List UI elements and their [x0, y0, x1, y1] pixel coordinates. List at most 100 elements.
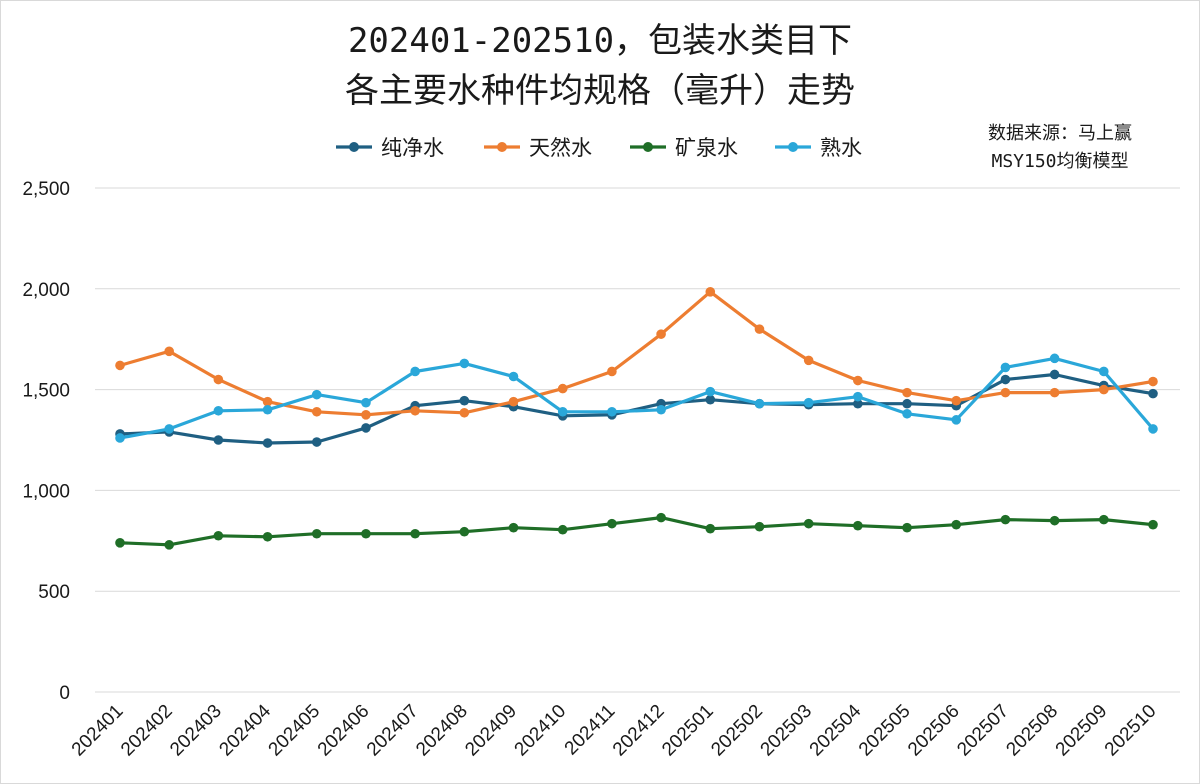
data-point: [705, 386, 716, 397]
data-point: [1049, 387, 1060, 398]
data-point: [262, 396, 273, 407]
x-tick-label: 202509: [1052, 701, 1112, 761]
data-point: [1099, 384, 1109, 395]
data-point: [213, 530, 224, 541]
source-line-1: 数据来源：马上赢: [988, 123, 1132, 144]
data-point: [311, 437, 322, 447]
legend-swatch-marker: [497, 142, 507, 152]
x-tick-label: 202406: [314, 701, 374, 761]
data-point: [262, 531, 273, 542]
series-layer: [115, 287, 1158, 550]
data-point: [853, 375, 863, 386]
data-point: [656, 404, 666, 415]
data-point: [1000, 362, 1011, 373]
data-point: [311, 528, 322, 539]
x-tick-label: 202408: [412, 701, 472, 761]
data-point: [803, 355, 814, 366]
data-point: [459, 358, 470, 369]
data-point: [508, 522, 519, 533]
data-point: [1148, 519, 1158, 530]
y-tick-label: 2,000: [22, 280, 70, 301]
data-point: [1049, 353, 1060, 364]
x-tick-label: 202401: [68, 701, 128, 761]
x-tick-label: 202504: [806, 700, 866, 760]
y-tick-label: 2,500: [22, 179, 70, 200]
data-point: [262, 438, 273, 448]
data-point: [705, 523, 716, 534]
data-point: [213, 374, 224, 385]
legend-swatch-marker: [788, 142, 798, 152]
series-line: [118, 290, 1155, 417]
data-point: [459, 526, 470, 537]
data-point: [213, 435, 224, 445]
data-point: [361, 423, 371, 433]
data-point: [951, 519, 962, 530]
legend-label: 熟水: [820, 136, 862, 160]
data-point: [853, 520, 863, 531]
data-point: [557, 406, 568, 417]
data-point: [1099, 514, 1109, 525]
data-point: [459, 407, 470, 418]
x-tick-label: 202411: [561, 701, 620, 760]
x-tick-label: 202501: [658, 701, 718, 761]
data-point: [361, 410, 371, 420]
x-tick-label: 202503: [757, 701, 817, 761]
data-point: [853, 391, 863, 402]
series-line: [118, 515, 1155, 547]
title-line-1: 202401-202510，包装水类目下: [347, 21, 853, 61]
data-point: [1000, 374, 1011, 385]
data-point: [410, 528, 420, 539]
title-line-2: 各主要水种件均规格（毫升）走势: [345, 71, 855, 111]
y-tick-label: 0: [59, 683, 70, 704]
data-point: [262, 404, 273, 415]
data-point: [164, 424, 174, 434]
data-point: [459, 395, 470, 406]
data-point: [754, 398, 765, 409]
data-point: [656, 512, 666, 523]
legend-label: 纯净水: [381, 136, 444, 160]
data-point: [607, 518, 617, 529]
data-point: [902, 522, 912, 533]
legend-label: 天然水: [529, 136, 592, 160]
data-point: [607, 406, 617, 417]
legend: 纯净水 天然水 矿泉水 熟水: [336, 136, 862, 160]
data-point: [803, 518, 814, 529]
legend-swatch-marker: [349, 142, 359, 152]
data-point: [1148, 424, 1158, 434]
data-point: [361, 397, 371, 408]
data-point: [311, 389, 322, 400]
data-point: [902, 398, 912, 409]
data-point: [508, 396, 519, 407]
data-point: [164, 346, 174, 357]
data-point: [705, 394, 716, 405]
data-point: [1049, 515, 1060, 526]
source-line-2: MSY150均衡模型: [991, 151, 1129, 172]
data-point: [361, 528, 371, 539]
data-point: [607, 366, 617, 377]
y-tick-label: 500: [38, 582, 70, 603]
x-tick-label: 202510: [1101, 701, 1161, 761]
data-point: [1148, 376, 1158, 387]
data-point: [951, 415, 962, 425]
data-point: [557, 383, 568, 394]
x-tick-label: 202407: [363, 701, 423, 761]
data-point: [754, 324, 765, 334]
data-point: [115, 538, 125, 548]
data-point: [1099, 366, 1109, 377]
data-point: [754, 521, 765, 532]
x-axis-ticks: 2024012024022024032024042024052024062024…: [68, 700, 1161, 760]
source-note: 数据来源：马上赢 MSY150均衡模型: [950, 120, 1170, 176]
x-tick-label: 202502: [707, 701, 767, 761]
series-line: [118, 356, 1155, 440]
legend-swatch-marker: [643, 142, 653, 152]
data-point: [410, 366, 420, 377]
chart-title: 202401-202510，包装水类目下 各主要水种件均规格（毫升）走势: [0, 16, 1200, 116]
data-point: [508, 371, 519, 382]
data-point: [1000, 514, 1011, 525]
data-point: [410, 405, 420, 416]
x-tick-label: 202507: [953, 701, 1013, 761]
y-tick-label: 1,000: [22, 481, 70, 502]
data-point: [705, 287, 716, 297]
x-tick-label: 202506: [904, 701, 964, 761]
data-point: [1000, 387, 1011, 398]
